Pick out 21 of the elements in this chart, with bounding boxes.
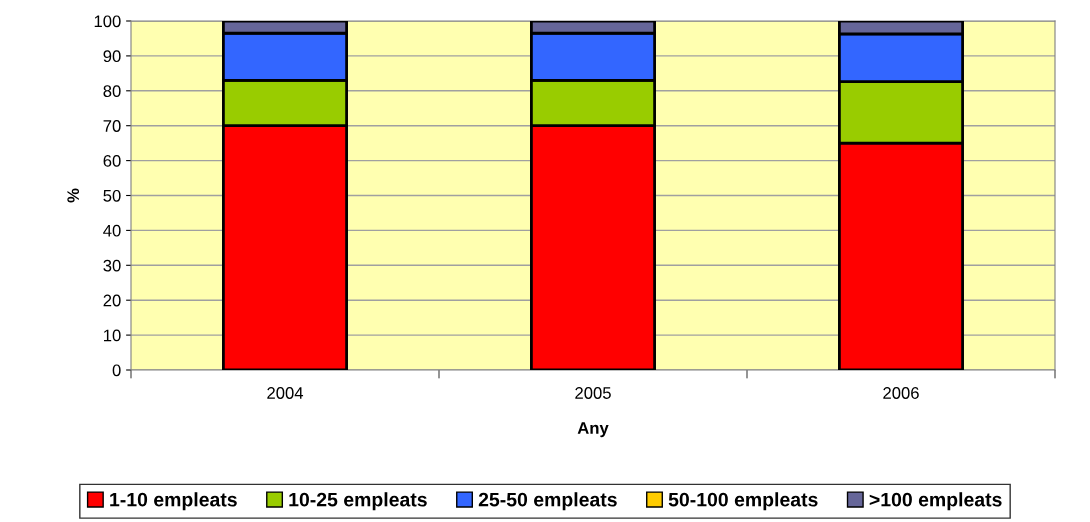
- legend-label: 1-10 empleats: [110, 492, 237, 511]
- y-tick-label: 10: [104, 329, 121, 342]
- y-tick-label: 60: [103, 155, 121, 167]
- y-tick-label: 30: [103, 259, 121, 272]
- legend-label: 25-50 empleats: [478, 492, 617, 511]
- legend-label: 10-25 empleats: [289, 492, 427, 511]
- y-tick-label: 0: [112, 364, 121, 377]
- legend-label: 50-100 empleats: [668, 492, 818, 511]
- x-tick-label: 2004: [267, 387, 304, 399]
- y-tick-label: 40: [103, 224, 121, 237]
- y-tick-label: 100: [94, 15, 121, 28]
- x-tick-label: 2006: [883, 387, 919, 399]
- y-tick-label: 80: [103, 85, 121, 97]
- legend-label: >100 empleats: [869, 492, 1002, 511]
- x-tick-label: 2005: [575, 387, 611, 399]
- y-tick-label: 50: [103, 189, 121, 202]
- x-axis-title: Any: [577, 422, 609, 438]
- y-tick-label: 70: [103, 120, 121, 132]
- y-axis-title: %: [67, 188, 80, 203]
- y-tick-label: 90: [103, 50, 121, 63]
- y-tick-label: 20: [103, 294, 121, 307]
